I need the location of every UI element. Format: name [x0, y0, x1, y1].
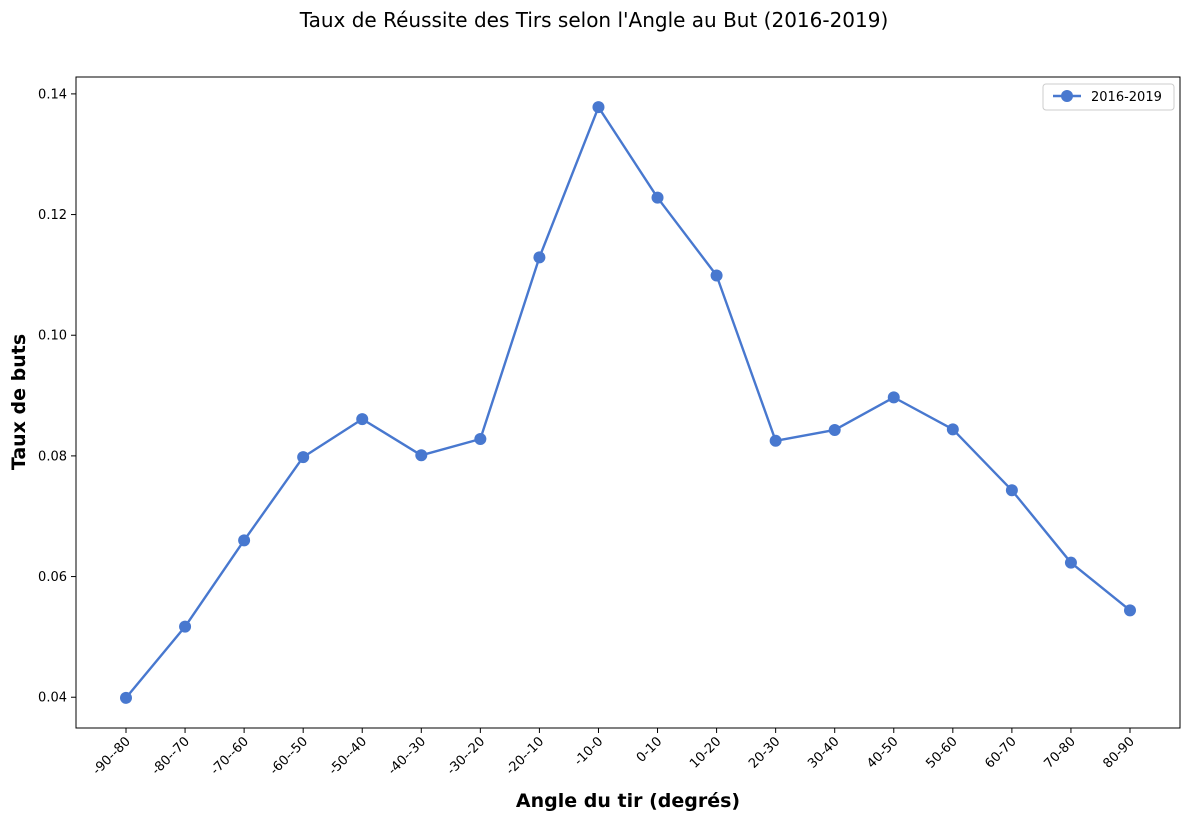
- x-tick-label: -90--80: [90, 734, 134, 778]
- data-point: [415, 449, 428, 462]
- y-tick-label: 0.08: [38, 449, 67, 464]
- data-point: [710, 269, 723, 282]
- legend-box: [1042, 83, 1175, 111]
- data-point: [238, 534, 251, 547]
- data-point: [179, 620, 192, 633]
- x-tick-label: 80-90: [1101, 734, 1138, 771]
- x-tick-label: -60--50: [267, 734, 311, 778]
- x-tick-label: -50--40: [326, 734, 370, 778]
- x-tick-label: -40--30: [385, 734, 429, 778]
- data-point: [946, 423, 959, 436]
- data-point: [120, 691, 132, 704]
- x-axis: -90--80 -80--70 -70--60 -60--50 -50--40 -40--…: [90, 728, 1138, 778]
- x-tick-label: -70--60: [208, 734, 252, 778]
- x-tick-label: 40-50: [864, 734, 901, 771]
- data-point: [592, 101, 605, 114]
- data-point: [887, 391, 900, 404]
- x-tick-label: 60-70: [982, 734, 1019, 771]
- legend-label-2016-2019: 2016-2019: [1091, 90, 1162, 105]
- legend-point-marker: [1061, 90, 1073, 102]
- data-point: [297, 451, 310, 464]
- legend: 2016-2019: [1042, 83, 1175, 111]
- x-tick-label: 10-20: [687, 734, 724, 771]
- x-tick-label: 30-40: [805, 734, 842, 771]
- x-tick-label: 0-10: [634, 734, 665, 765]
- x-tick-label: 50-60: [923, 734, 960, 771]
- data-point: [828, 423, 841, 436]
- y-tick-label: 0.06: [38, 570, 67, 585]
- x-tick-label: -10-0: [572, 734, 607, 769]
- y-tick-label: 0.14: [38, 87, 67, 102]
- series-layer: [120, 101, 1136, 704]
- data-point: [1005, 484, 1018, 497]
- x-tick-label: 70-80: [1041, 734, 1078, 771]
- series-line: [125, 105, 1131, 699]
- x-axis-label: Angle du tir (degrés): [516, 790, 740, 812]
- data-point: [651, 191, 664, 204]
- x-tick-label: -30--20: [444, 734, 488, 778]
- data-point: [1124, 604, 1136, 617]
- y-axis-label: Taux de buts: [8, 334, 30, 470]
- y-tick-label: 0.04: [38, 691, 67, 706]
- chart-title: Taux de Réussite des Tirs selon l'Angle …: [299, 8, 889, 32]
- x-tick-label: 20-30: [746, 734, 783, 771]
- data-point: [533, 251, 546, 264]
- y-tick-label: 0.10: [38, 329, 67, 344]
- y-axis: 0.04 0.06 0.08 0.10 0.12 0.14: [38, 87, 76, 706]
- data-point: [474, 433, 487, 446]
- x-tick-label: -80--70: [149, 734, 193, 778]
- y-tick-label: 0.12: [38, 208, 67, 223]
- data-point: [769, 434, 782, 447]
- data-point: [1064, 556, 1077, 569]
- x-tick-label: -20--10: [503, 734, 547, 778]
- data-point: [356, 413, 369, 426]
- plot-area-frame: [75, 76, 1181, 729]
